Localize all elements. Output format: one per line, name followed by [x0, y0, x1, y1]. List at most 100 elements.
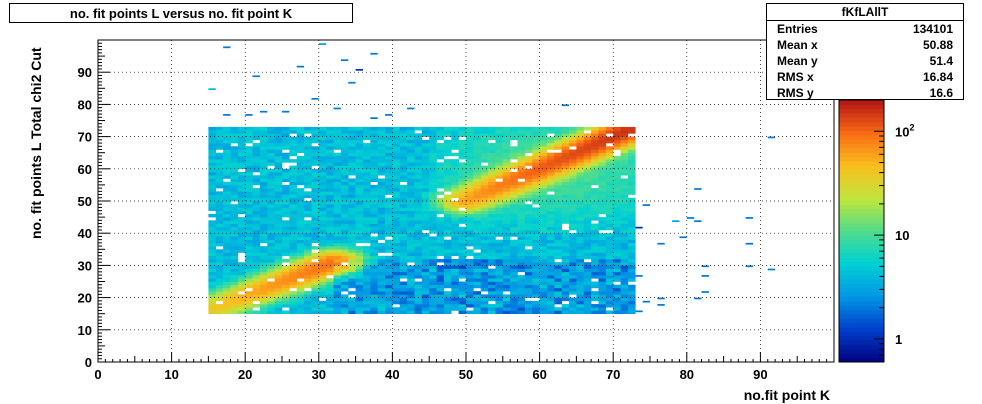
- heatmap-cell: [561, 287, 570, 292]
- heatmap-cell: [539, 239, 548, 244]
- heatmap-cell: [627, 143, 636, 147]
- heatmap-cell: [495, 213, 504, 218]
- heatmap-cell: [414, 207, 423, 211]
- heatmap-cell: [510, 188, 518, 192]
- heatmap-cell: [296, 172, 305, 176]
- heatmap-cell: [458, 220, 467, 224]
- heatmap-cell: [429, 304, 437, 308]
- heatmap-cell: [333, 217, 342, 221]
- heatmap-cell: [502, 159, 511, 163]
- stats-row-rms-y: RMS y 16.6: [767, 85, 963, 101]
- heatmap-cell: [274, 281, 283, 286]
- heatmap-cell: [296, 126, 305, 131]
- heatmap-cell: [326, 281, 334, 286]
- heatmap-cell: [620, 204, 629, 208]
- stats-row-mean-y: Mean y 51.4: [767, 53, 963, 69]
- heatmap-cell: [627, 233, 636, 237]
- heatmap-cell: [627, 229, 636, 234]
- heatmap-cell: [311, 229, 320, 234]
- heatmap-cell: [502, 223, 511, 228]
- heatmap-cell: [208, 278, 217, 282]
- heatmap-cell: [223, 133, 231, 137]
- heatmap-cell: [355, 130, 364, 134]
- heatmap-cell: [480, 226, 489, 231]
- heatmap-cell: [333, 155, 342, 160]
- heatmap-cell: [495, 226, 504, 231]
- heatmap-cell: [311, 162, 320, 166]
- heatmap-cell: [554, 178, 562, 182]
- heatmap-cell: [436, 146, 445, 150]
- heatmap-cell: [458, 126, 467, 131]
- heatmap-cell: [576, 287, 585, 292]
- heatmap-cell: [539, 207, 548, 211]
- heatmap-cell: [230, 220, 239, 224]
- heatmap-cell: [259, 133, 268, 137]
- heatmap-cell: [385, 258, 393, 263]
- color-bar-segment: [839, 261, 884, 267]
- heatmap-cell: [274, 204, 283, 208]
- heatmap-cell: [591, 307, 599, 311]
- heatmap-cell: [524, 191, 533, 195]
- heatmap-cell: [318, 130, 327, 134]
- heatmap-cell: [569, 265, 577, 269]
- heatmap-cell: [245, 239, 253, 244]
- color-bar-segment: [839, 104, 884, 110]
- heatmap-cell: [333, 278, 342, 282]
- heatmap-cell: [215, 297, 224, 302]
- heatmap-cell: [326, 307, 334, 311]
- heatmap-cell: [385, 278, 393, 282]
- heatmap-cell: [311, 136, 320, 141]
- heatmap-cell: [348, 236, 356, 240]
- heatmap-cell: [532, 136, 540, 141]
- heatmap-cell: [591, 143, 599, 147]
- heatmap-cell: [539, 217, 548, 221]
- heatmap-cell: [399, 210, 408, 215]
- heatmap-cell: [223, 204, 231, 208]
- heatmap-cell: [399, 281, 408, 286]
- heatmap-cell: [576, 223, 585, 228]
- heatmap-cell: [539, 278, 548, 282]
- heatmap-cell: [480, 165, 489, 170]
- heatmap-cell: [620, 213, 629, 218]
- heatmap-cell: [429, 168, 437, 173]
- heatmap-cell: [436, 168, 445, 173]
- heatmap-cell: [635, 226, 643, 229]
- heatmap-cell: [230, 297, 239, 302]
- heatmap-cell: [451, 226, 459, 231]
- heatmap-cell: [252, 310, 261, 314]
- heatmap-cell: [613, 143, 621, 147]
- heatmap-cell: [488, 284, 496, 289]
- heatmap-cell: [421, 223, 430, 228]
- heatmap-cell: [495, 284, 504, 289]
- heatmap-cell: [392, 207, 401, 211]
- heatmap-cell: [370, 191, 378, 195]
- heatmap-cell: [488, 297, 496, 302]
- heatmap-cell: [532, 271, 540, 276]
- heatmap-cell: [510, 220, 518, 224]
- heatmap-cell: [451, 297, 459, 302]
- heatmap-cell: [348, 149, 356, 153]
- heatmap-cell: [230, 172, 239, 176]
- heatmap-cell: [370, 184, 378, 189]
- heatmap-cell: [627, 268, 636, 273]
- heatmap-cell: [488, 133, 496, 137]
- heatmap-cell: [215, 194, 224, 199]
- heatmap-cell: [296, 217, 305, 221]
- heatmap-cell: [605, 184, 614, 189]
- heatmap-cell: [208, 239, 217, 244]
- heatmap-cell: [304, 165, 312, 170]
- heatmap-cell: [340, 143, 349, 147]
- heatmap-cell: [385, 262, 393, 266]
- heatmap-cell: [554, 281, 562, 286]
- heatmap-cell: [355, 304, 364, 308]
- heatmap-cell: [436, 220, 445, 224]
- heatmap-cell: [370, 310, 378, 314]
- heatmap-cell: [502, 297, 511, 302]
- heatmap-cell: [576, 294, 585, 298]
- heatmap-cell: [627, 223, 636, 228]
- heatmap-cell: [267, 242, 275, 247]
- heatmap-cell: [458, 149, 467, 153]
- heatmap-cell: [223, 265, 231, 269]
- heatmap-cell: [252, 197, 261, 202]
- heatmap-cell: [488, 181, 496, 186]
